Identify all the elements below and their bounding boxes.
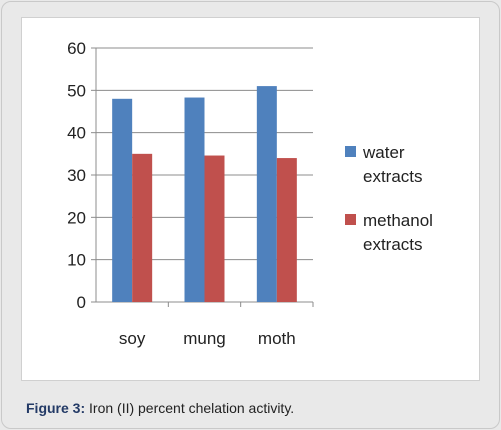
bar-water-extracts-mung bbox=[184, 97, 205, 302]
legend-label: methanol bbox=[363, 211, 433, 230]
figure-caption: Figure 3: Iron (II) percent chelation ac… bbox=[26, 400, 294, 416]
bar-methanol-extracts-soy bbox=[132, 153, 153, 302]
legend-label: extracts bbox=[363, 235, 423, 254]
bar-water-extracts-soy bbox=[112, 98, 133, 302]
x-tick-label: soy bbox=[119, 329, 146, 348]
y-tick-label: 60 bbox=[67, 39, 86, 58]
y-tick-label: 0 bbox=[77, 293, 86, 312]
legend-swatch bbox=[345, 146, 356, 157]
bar-methanol-extracts-mung bbox=[204, 155, 225, 302]
x-tick-label: moth bbox=[258, 329, 296, 348]
chart-panel bbox=[21, 17, 480, 381]
legend-swatch bbox=[345, 214, 356, 225]
y-tick-label: 20 bbox=[67, 208, 86, 227]
y-tick-label: 10 bbox=[67, 251, 86, 270]
figure-label: Figure 3: bbox=[26, 400, 86, 416]
y-tick-label: 50 bbox=[67, 81, 86, 100]
bar-water-extracts-moth bbox=[256, 86, 277, 302]
x-tick-label: mung bbox=[183, 329, 226, 348]
y-tick-label: 40 bbox=[67, 124, 86, 143]
legend-label: extracts bbox=[363, 167, 423, 186]
y-tick-label: 30 bbox=[67, 166, 86, 185]
bar-methanol-extracts-moth bbox=[276, 158, 297, 302]
legend-label: water bbox=[362, 143, 405, 162]
figure-caption-text: Iron (II) percent chelation activity. bbox=[85, 400, 295, 416]
